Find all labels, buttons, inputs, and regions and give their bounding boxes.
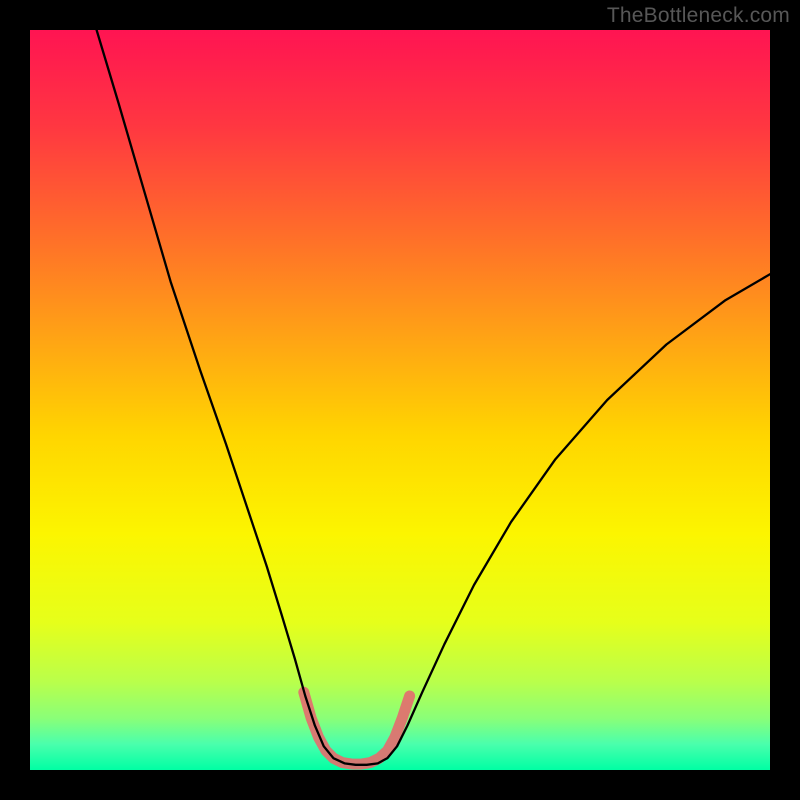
chart-svg (30, 30, 770, 770)
stage: TheBottleneck.com (0, 0, 800, 800)
watermark-text: TheBottleneck.com (607, 4, 790, 28)
chart-background (30, 30, 770, 770)
bottleneck-chart (30, 30, 770, 770)
